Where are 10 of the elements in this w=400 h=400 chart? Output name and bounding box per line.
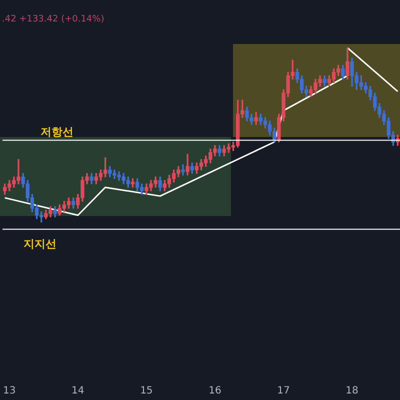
- x-tick-label: 13: [2, 386, 16, 397]
- x-tick-label: 14: [72, 386, 84, 397]
- x-tick-label: 16: [208, 386, 222, 397]
- x-tick-label: 17: [277, 386, 290, 397]
- x-tick-label: 18: [346, 386, 358, 397]
- ref-line-label: 저항선: [40, 126, 74, 139]
- ref-line-label: 지지선: [22, 238, 56, 251]
- x-tick-label: 15: [140, 386, 153, 397]
- text: .42 +133.42 (+0.14%): [2, 14, 104, 24]
- candlestick: [181, 164, 185, 176]
